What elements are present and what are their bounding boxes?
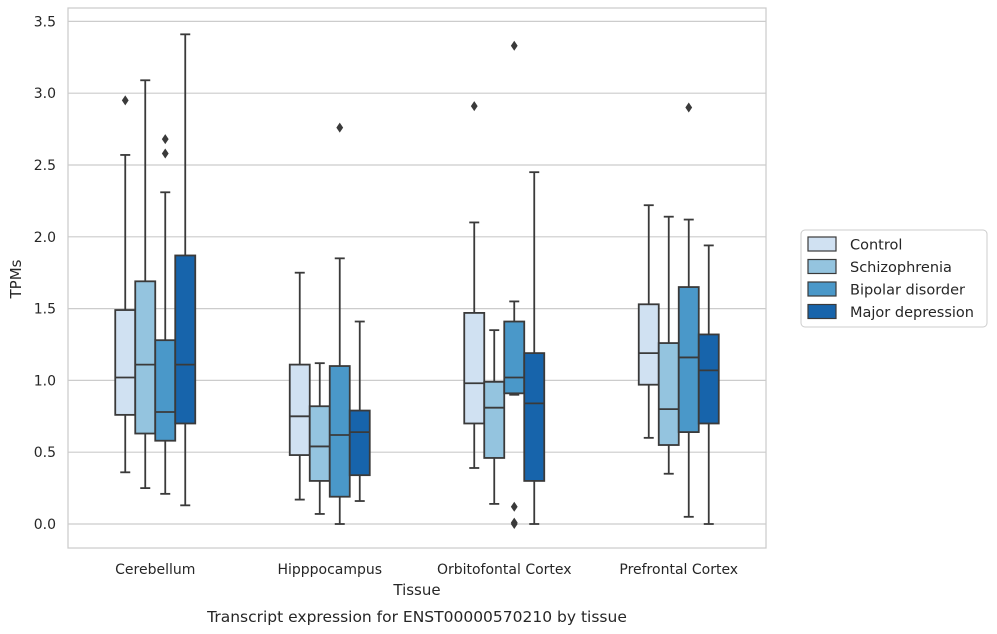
x-axis-label: Tissue — [392, 581, 440, 599]
iqr-box — [174, 254, 197, 425]
box-2-1 — [483, 329, 506, 505]
x-tick-label: Orbitofontal Cortex — [437, 562, 572, 578]
box-0-2 — [154, 134, 177, 495]
legend-label: Control — [850, 238, 902, 254]
iqr-box — [637, 303, 660, 386]
box-0-0 — [114, 95, 137, 474]
x-tick-label: Prefrontal Cortex — [619, 562, 738, 578]
outlier-point — [336, 122, 344, 133]
outlier-point — [161, 148, 169, 159]
iqr-box — [523, 352, 546, 482]
iqr-box — [114, 309, 137, 416]
outlier-point — [470, 101, 478, 112]
iqr-box — [483, 380, 506, 459]
y-tick-label: 0.5 — [34, 445, 56, 461]
box-3-1 — [657, 215, 680, 475]
x-tick-label: Hipppocampus — [277, 562, 382, 578]
y-tick-label: 1.0 — [34, 373, 56, 389]
outlier-point — [510, 519, 518, 529]
legend-label: Bipolar disorder — [850, 283, 965, 299]
y-tick-label: 0.0 — [34, 517, 56, 533]
y-tick-label: 2.5 — [34, 158, 56, 174]
y-tick-label: 1.5 — [34, 302, 56, 318]
legend-swatch — [807, 281, 837, 297]
box-3-2 — [677, 102, 700, 518]
iqr-box — [348, 409, 371, 477]
legend-label: Major depression — [850, 305, 974, 321]
iqr-box — [308, 405, 331, 482]
iqr-box — [328, 365, 351, 498]
iqr-box — [677, 286, 700, 433]
legend-swatch — [807, 258, 837, 275]
y-tick-label: 2.0 — [34, 230, 56, 246]
chart-caption: Transcript expression for ENST0000057021… — [206, 608, 627, 626]
legend-label: Schizophrenia — [850, 260, 952, 276]
box-2-0 — [463, 101, 486, 469]
legend-swatch — [807, 236, 837, 252]
x-tick-label: Cerebellum — [115, 562, 195, 578]
iqr-box — [134, 280, 157, 435]
plot-frame — [67, 7, 767, 549]
x-tick-labels: Cerebellum Hipppocampus Orbitofontal Corte… — [115, 562, 738, 578]
box-0-3 — [174, 33, 197, 507]
y-tick-label: 3.5 — [34, 14, 56, 30]
iqr-box — [463, 312, 486, 425]
outlier-point — [121, 95, 129, 106]
legend-swatch — [807, 303, 837, 320]
boxes-layer — [114, 33, 720, 529]
iqr-box — [154, 339, 177, 442]
plot-area — [68, 8, 766, 548]
legend-frame — [800, 229, 988, 328]
iqr-box — [288, 363, 311, 456]
y-tick-label: 3.0 — [34, 86, 56, 102]
y-tick-labels: 0.0 0.5 1.0 1.5 2.0 2.5 3.0 3.5 — [34, 14, 56, 533]
iqr-box — [657, 342, 680, 446]
y-axis-label: TPMs — [7, 259, 25, 299]
legend: Control Schizophrenia Bipolar disorder Majo… — [800, 229, 988, 328]
outlier-point — [510, 40, 518, 51]
box-1-3 — [348, 320, 371, 502]
iqr-box — [503, 320, 526, 395]
iqr-box — [697, 333, 720, 425]
outlier-point — [510, 501, 518, 512]
outlier-point — [685, 102, 693, 113]
outlier-point — [161, 134, 169, 145]
box-2-3 — [523, 171, 546, 525]
box-3-3 — [697, 244, 720, 525]
